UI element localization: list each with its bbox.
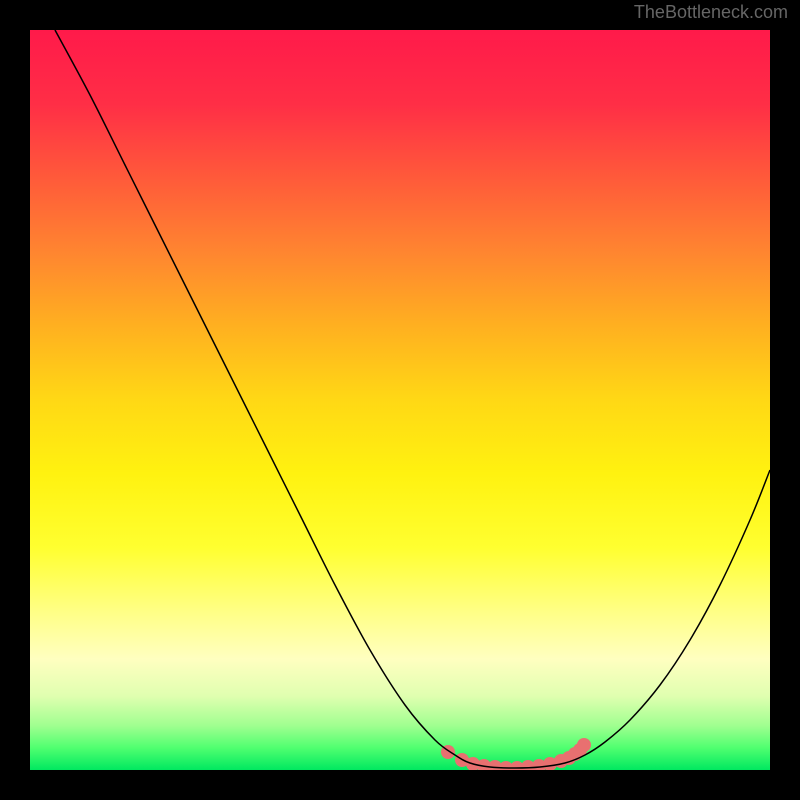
performance-curve [55, 30, 770, 768]
optimal-range-highlight [441, 738, 591, 770]
bottleneck-curve [30, 30, 770, 770]
plot-area [30, 30, 770, 770]
attribution-text: TheBottleneck.com [634, 2, 788, 23]
